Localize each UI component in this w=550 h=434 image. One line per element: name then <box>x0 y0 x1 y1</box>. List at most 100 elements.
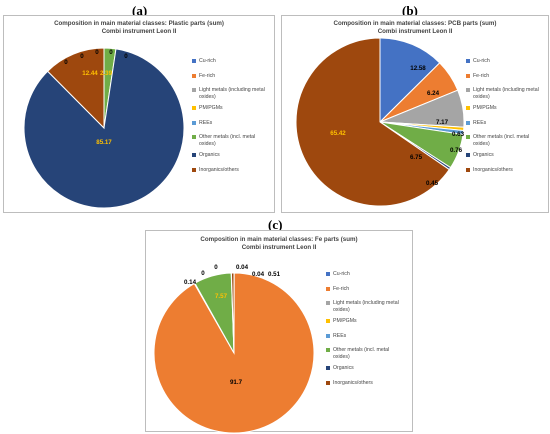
data-label: 0.76 <box>450 147 463 154</box>
legend-swatch <box>466 153 470 157</box>
legend-item: Organics <box>466 152 544 159</box>
legend-label: Organics <box>333 365 354 371</box>
legend-swatch <box>326 380 330 385</box>
legend-item: PM/PGMs <box>192 105 270 112</box>
legend-item: Inorganics/others <box>192 167 270 174</box>
data-label: 0.04 <box>252 271 265 278</box>
legend-label: Inorganics/others <box>333 379 373 386</box>
chart-subtitle: Combi instrument Leon II <box>241 244 317 252</box>
pie-chart: 12.58 6.24 7.170.63 0.76 6.75 0.45 65.42 <box>295 37 465 207</box>
legend-item: PM/PGMs <box>326 318 406 325</box>
legend-swatch <box>192 73 196 78</box>
legend-label: Light metals (including metal oxides) <box>333 300 399 313</box>
data-label: 6.75 <box>410 154 423 161</box>
legend-swatch <box>466 120 470 125</box>
legend-label: Fe-rich <box>333 285 350 292</box>
legend-item: Cu-rich <box>326 271 406 278</box>
legend-swatch <box>192 167 196 172</box>
legend-item: Inorganics/others <box>326 380 406 387</box>
legend-swatch <box>192 106 196 110</box>
legend-item: Organics <box>192 152 270 159</box>
legend-swatch <box>326 319 330 323</box>
data-label: 0.04 <box>236 264 249 271</box>
legend-item: Other metals (incl. metal oxides) <box>326 347 406 360</box>
chart-title: Composition in main material classes: Fe… <box>146 236 412 253</box>
data-label: 91.7 <box>230 379 243 386</box>
legend-swatch <box>326 272 330 276</box>
legend-swatch <box>192 120 196 125</box>
legend-item: Light metals (including metal oxides) <box>192 87 270 100</box>
legend-item: Cu-rich <box>466 58 544 65</box>
legend-label: PM/PGMs <box>333 318 357 324</box>
data-label: 0 <box>214 264 218 271</box>
legend-item: Light metals (including metal oxides) <box>326 300 406 313</box>
legend-label: Light metals (including metal oxides) <box>473 87 539 100</box>
chart-legend: Cu-rich Fe-rich Light metals (including me… <box>192 58 270 181</box>
legend-label: Other metals (incl. metal oxides) <box>199 134 256 147</box>
data-label: 0 <box>124 53 128 60</box>
data-label: 0 <box>201 270 205 277</box>
legend-swatch <box>326 348 330 352</box>
data-label: 0 <box>109 49 113 56</box>
legend-label: Organics <box>473 152 494 158</box>
pie-slice-inorganics-others <box>230 272 235 354</box>
legend-item: Other metals (incl. metal oxides) <box>192 134 270 147</box>
legend-label: REEs <box>473 119 487 126</box>
legend-label: Cu-rich <box>333 271 350 277</box>
legend-swatch <box>326 286 330 291</box>
pie-slice-inorganics-others <box>46 47 105 130</box>
legend-label: Other metals (incl. metal oxides) <box>333 347 390 360</box>
chart-legend: Cu-rich Fe-rich Light metals (including me… <box>326 271 406 394</box>
data-label: 0 <box>95 49 99 56</box>
legend-item: Cu-rich <box>192 58 270 65</box>
data-label: 0.45 <box>426 180 439 187</box>
chart-plastic-parts: Composition in main material classes: Pl… <box>3 15 275 213</box>
chart-pcb-parts: Composition in main material classes: PC… <box>281 15 549 213</box>
legend-item: REEs <box>192 120 270 127</box>
legend-swatch <box>326 366 330 370</box>
legend-item: REEs <box>326 333 406 340</box>
legend-item: Other metals (incl. metal oxides) <box>466 134 544 147</box>
data-label: 2.39 <box>100 70 113 77</box>
data-label: 7.57 <box>215 293 228 300</box>
chart-title: Composition in main material classes: PC… <box>282 20 548 37</box>
legend-swatch <box>466 135 470 139</box>
legend-label: Cu-rich <box>199 58 216 64</box>
legend-swatch <box>192 153 196 157</box>
legend-swatch <box>192 88 196 92</box>
legend-swatch <box>192 135 196 139</box>
legend-label: Light metals (including metal oxides) <box>199 87 265 100</box>
legend-label: Cu-rich <box>473 58 490 64</box>
legend-swatch <box>466 88 470 92</box>
legend-item: Inorganics/others <box>466 167 544 174</box>
legend-swatch <box>326 301 330 305</box>
data-label: 7.17 <box>436 119 449 126</box>
legend-swatch <box>192 59 196 63</box>
legend-item: Fe-rich <box>192 73 270 80</box>
legend-swatch <box>466 73 470 78</box>
legend-label: Inorganics/others <box>473 166 513 173</box>
chart-subtitle: Combi instrument Leon II <box>377 28 453 36</box>
chart-legend: Cu-rich Fe-rich Light metals (including me… <box>466 58 544 181</box>
data-label: 6.24 <box>427 90 440 97</box>
legend-label: REEs <box>199 119 213 126</box>
chart-fe-parts: Composition in main material classes: Fe… <box>145 230 413 434</box>
legend-label: Other metals (incl. metal oxides) <box>473 134 530 147</box>
legend-item: Light metals (including metal oxides) <box>466 87 544 100</box>
chart-subtitle: Combi instrument Leon II <box>101 28 177 36</box>
chart-title-main: Composition in main material classes: Fe… <box>200 236 358 243</box>
data-label: 0.14 <box>184 279 197 286</box>
legend-item: REEs <box>466 120 544 127</box>
legend-label: Fe-rich <box>473 72 490 79</box>
pie-slice-cu-rich <box>379 37 441 124</box>
chart-title-main: Composition in main material classes: PC… <box>333 20 497 27</box>
legend-label: Inorganics/others <box>199 166 239 173</box>
legend-label: REEs <box>333 332 347 339</box>
chart-title: Composition in main material classes: Pl… <box>4 20 274 37</box>
legend-swatch <box>466 106 470 110</box>
panel-letter-b: (b) <box>402 3 418 18</box>
data-label: 0.63 <box>452 131 465 138</box>
legend-item: Fe-rich <box>466 73 544 80</box>
pie-slice-inorganics-others <box>295 37 450 207</box>
